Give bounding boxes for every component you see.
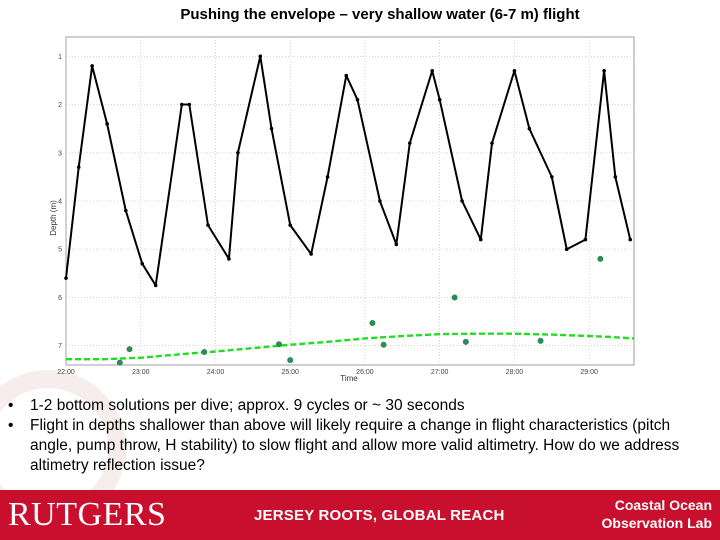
y-tick-label: 6 [58, 295, 62, 302]
grid-lines [65, 37, 634, 365]
y-tick-label: 7 [58, 343, 62, 350]
bullet-item: 1-2 bottom solutions per dive; approx. 9… [8, 396, 708, 416]
x-tick-label: 23:00 [132, 369, 150, 376]
depth-point [602, 68, 606, 73]
bottom-solution-marker [116, 359, 123, 366]
depth-chart: 22:00 23:00 24:00 25:00 26:00 27:00 28:00 29:00… [49, 36, 635, 383]
y-axis-label: Depth (m) [49, 200, 58, 236]
bottom-solution-marker [287, 357, 294, 364]
depth-point [430, 68, 435, 73]
series-layer [64, 54, 635, 366]
y-tick-label: 5 [58, 247, 62, 254]
y-tick-label: 4 [58, 199, 62, 206]
footer-banner: RUTGERS JERSEY ROOTS, GLOBAL REACH Coast… [0, 490, 720, 540]
x-tick-label: 25:00 [281, 369, 299, 376]
depth-point [76, 165, 81, 170]
y-tick-label: 3 [58, 150, 62, 157]
depth-point [490, 141, 494, 145]
depth-point [512, 68, 517, 73]
depth-profile-line [65, 55, 632, 287]
bullet-list: 1-2 bottom solutions per dive; approx. 9… [8, 396, 708, 476]
depth-point [460, 199, 464, 203]
depth-point [258, 54, 263, 59]
bottom-solution-marker [126, 346, 133, 353]
depth-point [180, 102, 184, 107]
bottom-solution-marker [201, 348, 208, 355]
depth-point [64, 276, 68, 280]
depth-point [549, 175, 554, 179]
bottom-solution-marker [462, 338, 469, 345]
plot-frame [65, 36, 635, 366]
depth-point [90, 64, 94, 68]
depth-point [325, 175, 330, 179]
x-axis-label: Time [340, 374, 358, 383]
lab-name-line: Observation Lab [601, 515, 712, 531]
depth-point [378, 199, 382, 203]
plot-border [65, 36, 635, 366]
depth-point [355, 97, 360, 102]
depth-point [227, 257, 231, 261]
depth-point [344, 73, 349, 78]
y-tick-label: 1 [58, 54, 62, 61]
bottom-solution-marker [597, 255, 604, 262]
bottom-solution-marker [276, 341, 282, 348]
depth-point [123, 208, 128, 213]
depth-point [407, 141, 412, 145]
depth-point [394, 242, 399, 247]
depth-point [288, 223, 293, 227]
x-tick-label: 27:00 [431, 369, 449, 376]
bottom-solution-marker [380, 341, 387, 348]
depth-point [140, 261, 145, 266]
depth-point [564, 247, 569, 252]
depth-point [269, 126, 274, 131]
x-tick-label: 28:00 [506, 369, 524, 376]
y-tick-label: 2 [58, 102, 62, 109]
bottom-solution-marker [537, 337, 544, 344]
lab-name-line: Coastal Ocean [614, 497, 712, 513]
bottom-solution-marker [451, 294, 458, 301]
x-tick-label: 22:00 [57, 369, 75, 376]
depth-point [105, 122, 109, 126]
slide-title: Pushing the envelope – very shallow wate… [180, 6, 580, 23]
footer-tagline: JERSEY ROOTS, GLOBAL REACH [254, 507, 505, 524]
bullet-item: Flight in depths shallower than above wi… [8, 416, 708, 476]
depth-point [437, 97, 442, 102]
depth-point [628, 237, 633, 242]
bottom-solution-marker [369, 320, 376, 327]
bottom-estimate-line [66, 332, 635, 361]
depth-point [613, 175, 618, 179]
depth-point [527, 126, 532, 131]
tick-labels: 22:00 23:00 24:00 25:00 26:00 27:00 28:00 29:00… [57, 54, 598, 376]
depth-point [478, 237, 483, 242]
x-tick-label: 29:00 [580, 369, 598, 376]
depth-point [153, 283, 158, 288]
x-tick-label: 26:00 [356, 369, 374, 376]
depth-point [583, 237, 588, 242]
depth-point [206, 223, 210, 227]
depth-point [309, 252, 313, 256]
lab-name: Coastal Ocean Observation Lab [602, 496, 712, 532]
x-tick-label: 24:00 [207, 369, 225, 376]
depth-point [187, 102, 192, 107]
depth-point [236, 150, 240, 155]
rutgers-logo: RUTGERS [8, 496, 167, 533]
